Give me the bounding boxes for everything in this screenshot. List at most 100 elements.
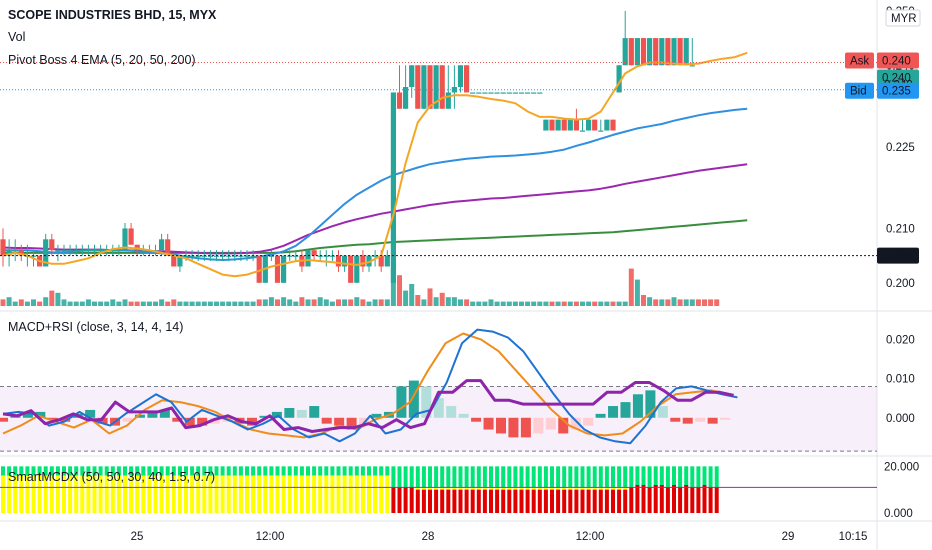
volume-bar [49, 290, 55, 306]
volume-bar [85, 299, 91, 306]
smart-green-bar [556, 466, 561, 488]
macd-histogram-bar [695, 417, 706, 422]
smart-green-bar [550, 466, 554, 488]
smart-green-bar [202, 466, 207, 476]
volume-bar [580, 301, 585, 306]
smart-yellow-bar [348, 475, 353, 513]
candle-body [250, 255, 256, 257]
smart-green-bar [165, 466, 170, 476]
volume-bar [458, 299, 463, 306]
candle-body [549, 119, 555, 131]
volume-legend: Vol [8, 30, 26, 44]
volume-bar [275, 299, 280, 306]
smart-green-bar [49, 466, 54, 476]
volume-bar [92, 301, 97, 306]
smart-yellow-bar [184, 475, 188, 513]
candle-body [55, 250, 61, 252]
smart-yellow-bar [135, 475, 140, 513]
candle-body [244, 255, 250, 257]
candle-body [323, 255, 329, 257]
volume-bar [482, 301, 488, 306]
macd-histogram-bar [60, 417, 71, 422]
smart-green-bar [458, 466, 463, 488]
smart-yellow-bar [385, 475, 390, 513]
volume-bar [98, 301, 104, 306]
candle-body [665, 38, 671, 66]
candle-body [384, 255, 390, 267]
smart-yellow-bar [165, 475, 170, 513]
smart-red-bar [550, 489, 554, 513]
smart-green-bar [318, 466, 323, 476]
smart-red-bar [519, 489, 524, 513]
smart-red-bar [623, 489, 628, 513]
volume-bar [195, 301, 201, 306]
smart-green-bar [275, 466, 280, 476]
smart-red-bar [604, 489, 609, 513]
smart-green-bar [489, 466, 493, 488]
candle-body [311, 250, 317, 256]
chart-title: SCOPE INDUSTRIES BHD, 15, MYX [8, 8, 217, 22]
smart-red-bar [440, 489, 445, 513]
macd-histogram-bar [371, 413, 382, 418]
candle-body [220, 255, 226, 257]
candle-body [378, 255, 384, 267]
smart-green-bar [403, 466, 408, 488]
candle-body [122, 228, 128, 251]
macd-histogram-bar [134, 414, 145, 418]
volume-bar [336, 299, 341, 306]
hline-value-label: 0.205 [884, 251, 913, 263]
smart-yellow-bar [141, 475, 146, 513]
smart-green-bar [428, 466, 432, 488]
smart-green-bar [141, 466, 146, 476]
smart-yellow-bar [421, 487, 426, 490]
smart-yellow-bar [293, 475, 298, 513]
candle-body [390, 92, 396, 283]
volume-bar [207, 301, 213, 306]
macd-histogram-bar [85, 409, 96, 418]
smart-green-bar [62, 466, 66, 476]
candle-body [409, 65, 415, 88]
smart-green-bar [635, 466, 640, 488]
candle-body [518, 92, 525, 94]
smart-green-bar [257, 466, 262, 476]
smart-red-bar [434, 489, 439, 513]
macd-histogram-bar [682, 417, 693, 424]
candle-body [116, 250, 122, 252]
macd-histogram-bar [670, 417, 681, 422]
volume-bar [598, 301, 604, 306]
volume-bar [287, 299, 293, 306]
smart-yellow-bar [543, 487, 548, 490]
candle-body [372, 255, 378, 257]
macd-histogram-bar [47, 417, 58, 420]
ask-value-tag [877, 52, 919, 69]
volume-bar [464, 299, 470, 306]
smart-green-bar [287, 466, 292, 476]
smart-green-bar [80, 466, 85, 476]
smart-red-bar [403, 487, 408, 513]
smart-yellow-bar [354, 475, 359, 513]
ask-label: Ask [850, 56, 869, 68]
volume-bar [659, 299, 665, 306]
macd-histogram-bar [545, 417, 556, 430]
volume-bar [634, 279, 640, 306]
last-price-tag [877, 69, 919, 86]
smart-yellow-bar [452, 487, 457, 490]
volume-bar [708, 299, 714, 306]
smart-green-bar [269, 466, 274, 476]
candle-body [73, 250, 79, 252]
volume-bar [329, 301, 335, 306]
candle-body [140, 250, 146, 252]
candle-body [653, 38, 659, 66]
volume-bar [250, 301, 256, 306]
macd-histogram-bar [97, 417, 108, 424]
volume-bar [24, 301, 30, 306]
smart-red-bar [598, 489, 603, 513]
volume-bar [433, 297, 439, 306]
macd-histogram-bar [296, 409, 307, 418]
smart-green-bar [37, 466, 42, 476]
candle-body [201, 255, 207, 257]
volume-bar [37, 301, 43, 306]
smart-red-bar [647, 487, 652, 513]
volume-bar [372, 299, 378, 306]
macd-histogram-bar [396, 386, 407, 418]
